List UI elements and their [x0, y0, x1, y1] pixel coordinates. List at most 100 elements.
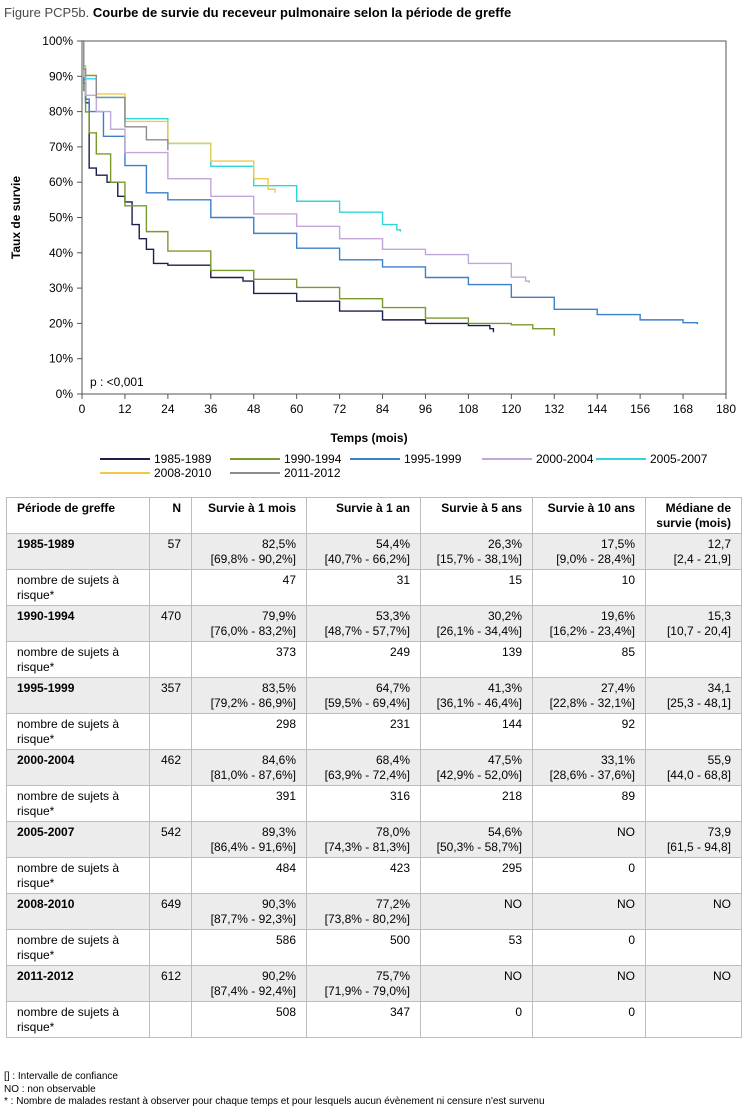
series-line-1985-1989 — [82, 40, 495, 333]
table-row-at-risk: nombre de sujets à risque* 391 316 218 89 — [6, 785, 742, 822]
at-risk-label-cell: nombre de sujets à risque* — [6, 857, 150, 894]
table-row-period: 2008-2010 649 90,3% [87,7% - 92,3%] 77,2% [73… — [6, 893, 742, 930]
x-tick-label: 180 — [716, 402, 736, 416]
empty-cell — [645, 785, 742, 822]
empty-cell — [149, 713, 192, 750]
at-risk-count-cell: 298 — [191, 713, 307, 750]
table-header-cell: Survie à 10 ans — [532, 497, 646, 534]
at-risk-count-cell: 15 — [420, 569, 533, 606]
figure-label: Figure PCP5b. — [4, 5, 90, 20]
survival-1-month-cell: 79,9% [76,0% - 83,2%] — [191, 605, 307, 642]
median-survival-cell: 73,9 [61,5 - 94,8] — [645, 821, 742, 858]
survival-5-years-cell: NO — [420, 965, 533, 1002]
table-header-cell: Médiane de survie (mois) — [645, 497, 742, 534]
legend-swatch — [350, 458, 400, 460]
y-tick-label: 30% — [49, 281, 73, 295]
x-tick-label: 168 — [673, 402, 693, 416]
n-cell: 470 — [149, 605, 192, 642]
at-risk-count-cell: 316 — [306, 785, 421, 822]
survival-10-years-cell: 17,5% [9,0% - 28,4%] — [532, 533, 646, 570]
empty-cell — [149, 785, 192, 822]
figure-title: Figure PCP5b. Courbe de survie du receve… — [4, 5, 511, 20]
median-survival-cell: 34,1 [25,3 - 48,1] — [645, 677, 742, 714]
y-tick-label: 100% — [42, 34, 73, 48]
period-cell: 2011-2012 — [6, 965, 150, 1002]
survival-5-years-cell: 47,5% [42,9% - 52,0%] — [420, 749, 533, 786]
survival-10-years-cell: NO — [532, 893, 646, 930]
legend-item-1985-1989: 1985-1989 — [100, 452, 211, 466]
footnote-ci: [] : Intervalle de confiance — [4, 1071, 118, 1082]
figure-title-text: Courbe de survie du receveur pulmonaire … — [92, 5, 512, 20]
at-risk-count-cell: 139 — [420, 641, 533, 678]
empty-cell — [645, 929, 742, 966]
table-row-at-risk: nombre de sujets à risque* 298 231 144 92 — [6, 713, 742, 750]
period-cell: 1995-1999 — [6, 677, 150, 714]
y-tick-label: 80% — [49, 105, 73, 119]
median-survival-cell: NO — [645, 893, 742, 930]
survival-chart: 0% 10% 20% 30% 40% 50% 60% 70% 80% 90% 100% 0 12 24 36… — [9, 34, 736, 445]
legend-item-2005-2007: 2005-2007 — [596, 452, 707, 466]
n-cell: 462 — [149, 749, 192, 786]
period-cell: 2005-2007 — [6, 821, 150, 858]
x-tick-label: 96 — [419, 402, 433, 416]
y-tick-label: 0% — [56, 387, 74, 401]
n-cell: 649 — [149, 893, 192, 930]
y-tick-label: 60% — [49, 175, 73, 189]
series-line-1995-1999 — [82, 40, 699, 325]
x-tick-label: 108 — [458, 402, 478, 416]
x-tick-label: 132 — [544, 402, 564, 416]
x-tick-label: 0 — [79, 402, 86, 416]
at-risk-count-cell: 500 — [306, 929, 421, 966]
at-risk-count-cell: 0 — [532, 857, 646, 894]
legend-item-1995-1999: 1995-1999 — [350, 452, 461, 466]
survival-10-years-cell: 27,4% [22,8% - 32,1%] — [532, 677, 646, 714]
survival-10-years-cell: 33,1% [28,6% - 37,6%] — [532, 749, 646, 786]
at-risk-count-cell: 0 — [532, 1001, 646, 1038]
at-risk-count-cell: 10 — [532, 569, 646, 606]
x-tick-label: 144 — [587, 402, 607, 416]
legend-item-1990-1994: 1990-1994 — [230, 452, 341, 466]
survival-1-month-cell: 89,3% [86,4% - 91,6%] — [191, 821, 307, 858]
median-survival-cell: NO — [645, 965, 742, 1002]
table-row-period: 1995-1999 357 83,5% [79,2% - 86,9%] 64,7% [59… — [6, 677, 742, 714]
survival-10-years-cell: NO — [532, 821, 646, 858]
n-cell: 357 — [149, 677, 192, 714]
table-row-at-risk: nombre de sujets à risque* 586 500 53 0 — [6, 929, 742, 966]
legend-swatch — [482, 458, 532, 460]
survival-1-month-cell: 84,6% [81,0% - 87,6%] — [191, 749, 307, 786]
legend-swatch — [230, 458, 280, 460]
empty-cell — [645, 1001, 742, 1038]
at-risk-count-cell: 53 — [420, 929, 533, 966]
empty-cell — [645, 641, 742, 678]
footnote-no: NO : non observable — [4, 1083, 96, 1095]
at-risk-count-cell: 249 — [306, 641, 421, 678]
legend-item-2000-2004: 2000-2004 — [482, 452, 593, 466]
period-cell: 1985-1989 — [6, 533, 150, 570]
n-cell: 612 — [149, 965, 192, 1002]
y-tick-label: 90% — [49, 69, 73, 83]
footnote-risk: * : Nombre de malades restant à observer… — [4, 1096, 545, 1107]
n-cell: 542 — [149, 821, 192, 858]
at-risk-count-cell: 391 — [191, 785, 307, 822]
period-cell: 2000-2004 — [6, 749, 150, 786]
period-cell: 2008-2010 — [6, 893, 150, 930]
y-tick-label: 10% — [49, 352, 73, 366]
legend-label: 2011-2012 — [284, 466, 341, 480]
at-risk-count-cell: 508 — [191, 1001, 307, 1038]
at-risk-count-cell: 85 — [532, 641, 646, 678]
median-survival-cell: 15,3 [10,7 - 20,4] — [645, 605, 742, 642]
survival-5-years-cell: 26,3% [15,7% - 38,1%] — [420, 533, 533, 570]
at-risk-count-cell: 47 — [191, 569, 307, 606]
at-risk-count-cell: 92 — [532, 713, 646, 750]
at-risk-count-cell: 423 — [306, 857, 421, 894]
legend-label: 2008-2010 — [154, 466, 212, 480]
table-row-at-risk: nombre de sujets à risque* 47 31 15 10 — [6, 569, 742, 606]
x-tick-label: 120 — [501, 402, 521, 416]
survival-1-month-cell: 90,3% [87,7% - 92,3%] — [191, 893, 307, 930]
at-risk-count-cell: 89 — [532, 785, 646, 822]
x-tick-label: 84 — [376, 402, 390, 416]
survival-5-years-cell: 30,2% [26,1% - 34,4%] — [420, 605, 533, 642]
table-header-row: Période de greffe N Survie à 1 mois Survie … — [6, 497, 742, 534]
legend-label: 2005-2007 — [650, 452, 708, 466]
at-risk-count-cell: 231 — [306, 713, 421, 750]
